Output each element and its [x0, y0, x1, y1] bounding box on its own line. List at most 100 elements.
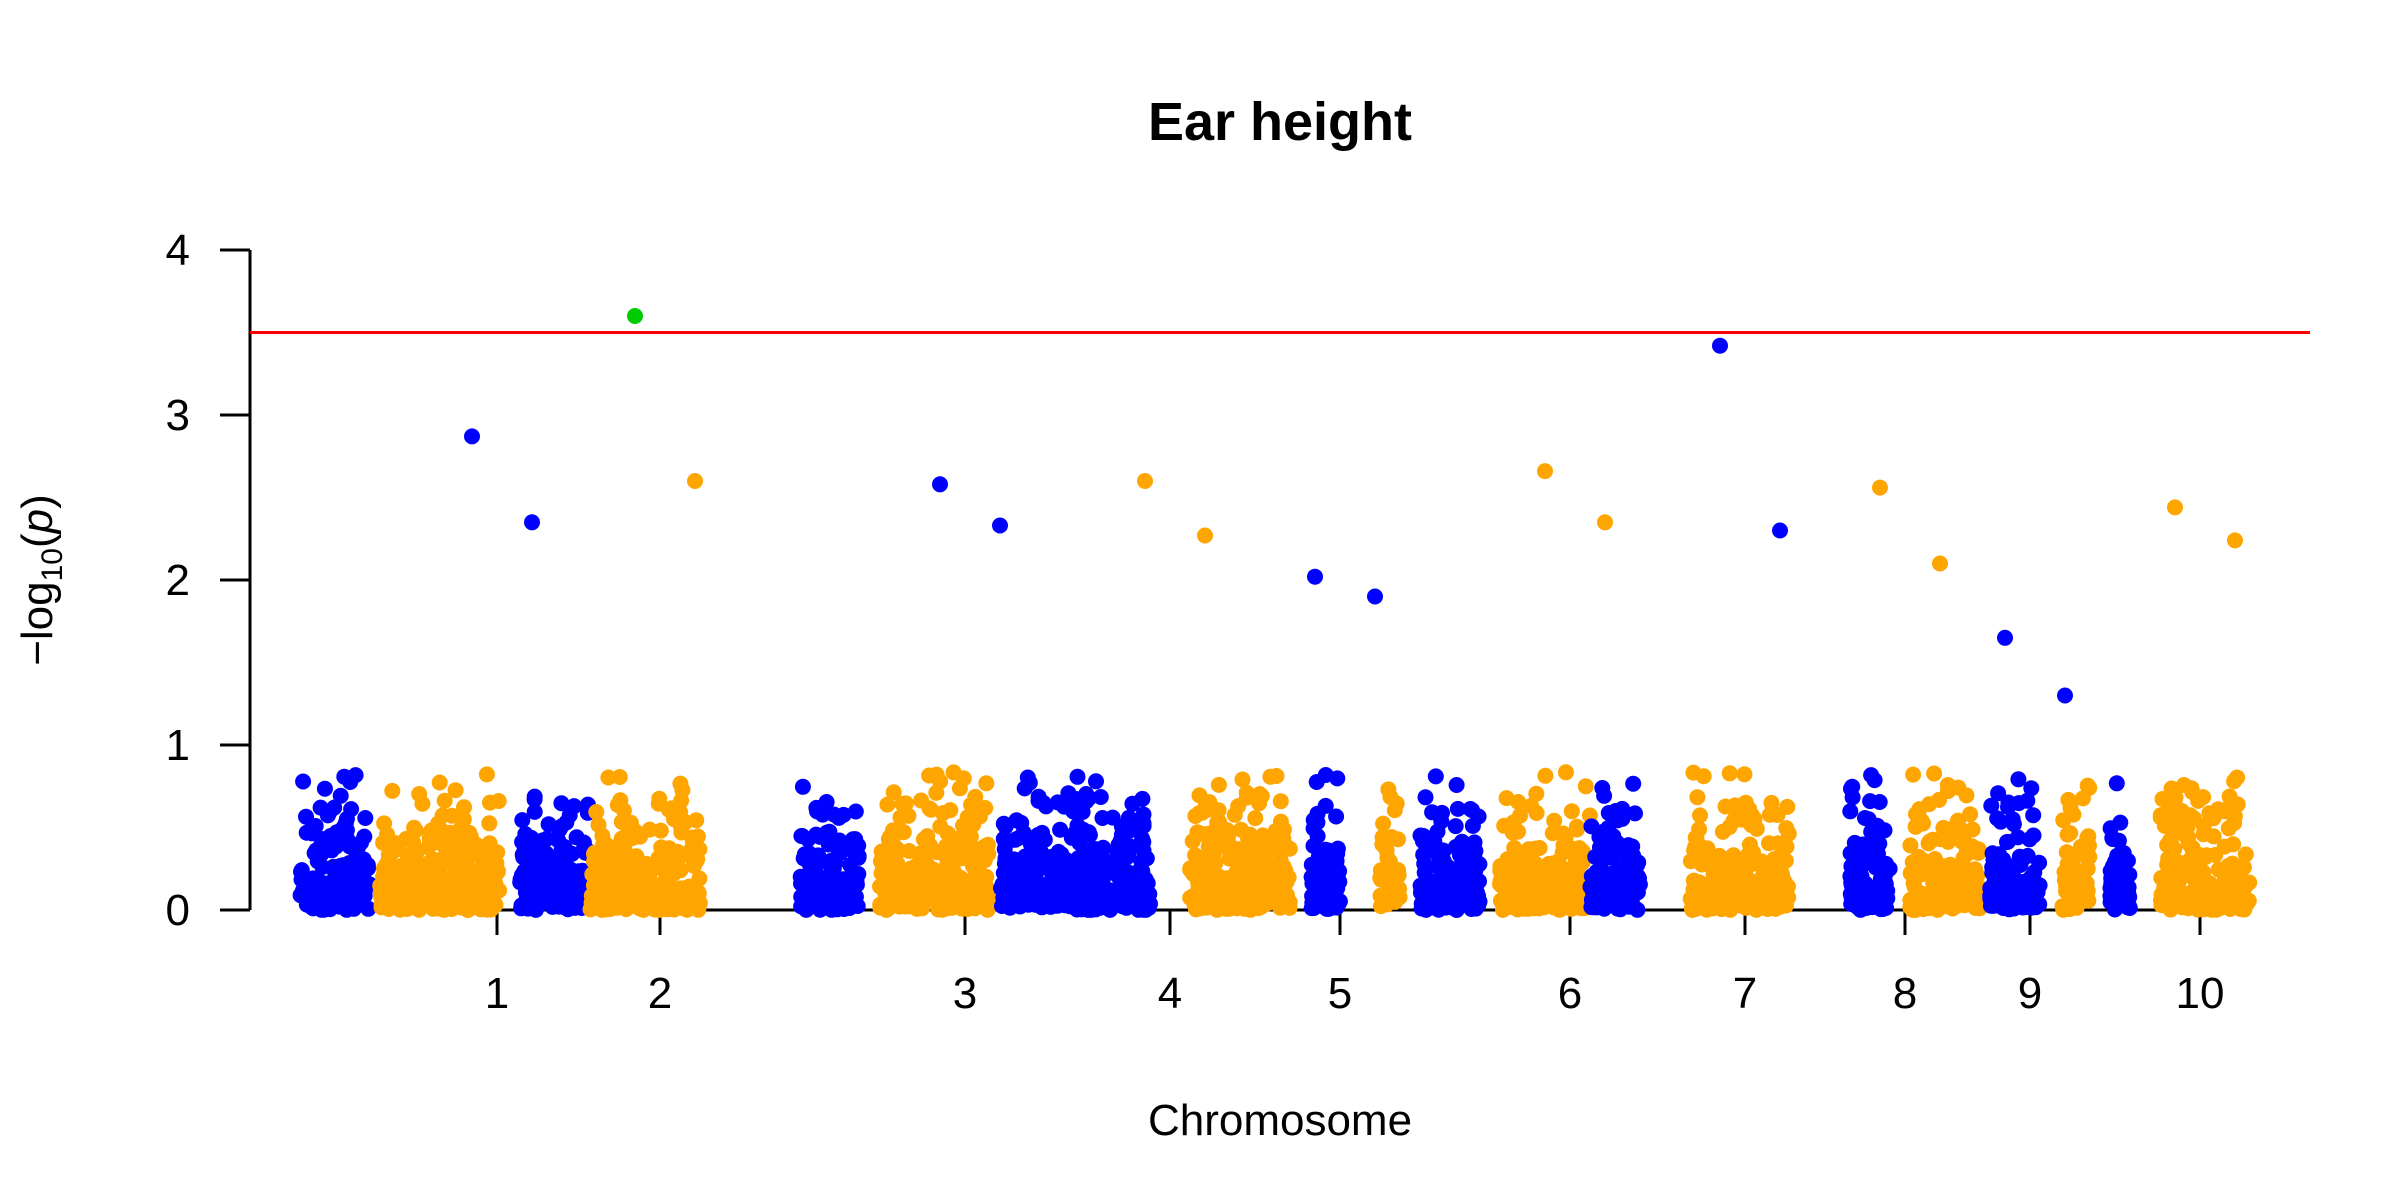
data-point — [1970, 878, 1987, 895]
data-point — [1317, 877, 1334, 894]
data-point — [1619, 841, 1636, 858]
data-point — [1728, 804, 1745, 821]
data-point — [946, 866, 963, 883]
data-point — [926, 891, 943, 908]
data-point — [1629, 901, 1646, 918]
data-point — [1907, 818, 1924, 835]
data-point — [962, 848, 979, 865]
data-point — [569, 885, 586, 902]
data-point — [1029, 849, 1046, 866]
data-point — [885, 784, 902, 801]
data-point — [1134, 833, 1151, 850]
data-point — [2222, 880, 2239, 897]
y-axis-label-prefix: −log — [13, 581, 62, 665]
data-point — [1563, 803, 1580, 820]
data-point — [2059, 826, 2076, 843]
data-point — [314, 831, 331, 848]
notable-point — [1712, 337, 1728, 354]
data-point — [1503, 817, 1520, 834]
data-point — [1253, 855, 1270, 871]
data-point — [1450, 864, 1467, 881]
data-point — [1052, 821, 1069, 838]
data-point — [1717, 873, 1734, 890]
data-point — [1768, 879, 1785, 896]
data-point — [2205, 828, 2222, 845]
data-point — [474, 893, 491, 910]
data-point — [975, 875, 992, 892]
data-point — [2081, 779, 2098, 796]
data-point — [1630, 854, 1647, 871]
y-tick-label-2: 2 — [166, 556, 190, 605]
data-point — [1593, 854, 1610, 871]
data-point — [1002, 899, 1018, 916]
data-point — [1510, 794, 1527, 810]
data-point — [1546, 812, 1563, 829]
data-point — [490, 793, 507, 809]
data-point — [1921, 796, 1938, 813]
data-point — [1499, 870, 1516, 887]
data-point — [1264, 864, 1281, 881]
data-point — [1198, 867, 1215, 884]
data-point — [1056, 798, 1073, 815]
notable-point — [932, 476, 948, 493]
data-point — [1278, 873, 1295, 890]
data-point — [523, 829, 540, 846]
data-point — [672, 775, 689, 792]
data-point — [2064, 849, 2081, 866]
data-point — [1905, 766, 1922, 783]
data-point — [1763, 794, 1780, 811]
data-point — [1438, 875, 1455, 892]
data-point — [489, 883, 506, 900]
data-point — [1471, 873, 1487, 890]
data-point — [307, 818, 324, 834]
data-point — [553, 795, 570, 812]
data-point — [1328, 808, 1345, 825]
data-point — [1586, 899, 1603, 916]
x-tick-label-2: 2 — [648, 969, 672, 1018]
data-point — [2061, 878, 2078, 894]
data-point — [342, 774, 359, 790]
data-point — [1417, 789, 1434, 806]
data-point — [1027, 896, 1044, 913]
data-point — [1780, 825, 1797, 842]
data-point — [901, 843, 918, 859]
data-point — [1989, 810, 2006, 827]
data-point — [1568, 818, 1585, 835]
data-point — [1466, 834, 1483, 851]
data-point — [1130, 892, 1147, 909]
data-point — [588, 804, 605, 820]
data-point — [440, 854, 457, 871]
data-point — [2163, 780, 2180, 797]
data-point — [1470, 888, 1487, 904]
data-point — [453, 891, 470, 908]
data-point — [1191, 787, 1208, 804]
data-point — [1699, 840, 1716, 857]
data-point — [2026, 873, 2043, 890]
data-point — [308, 893, 325, 910]
x-tick-label-3: 3 — [953, 969, 977, 1018]
data-point — [1577, 778, 1594, 795]
data-point — [398, 901, 415, 917]
data-point — [976, 852, 993, 869]
data-point — [2184, 784, 2201, 800]
data-point — [653, 860, 670, 877]
y-axis: 0 1 2 3 4 — [166, 226, 252, 935]
data-point — [959, 809, 976, 826]
data-point — [454, 849, 470, 866]
data-point — [594, 827, 611, 844]
notable-point — [1772, 522, 1788, 539]
data-point — [551, 821, 568, 838]
data-point — [1950, 820, 1967, 837]
data-point — [1929, 901, 1946, 918]
data-point — [1742, 874, 1759, 891]
data-point — [1238, 784, 1255, 801]
data-point — [612, 792, 629, 809]
data-point — [1557, 830, 1574, 847]
data-point — [1062, 898, 1079, 915]
data-point — [678, 880, 695, 896]
data-point — [1704, 900, 1721, 917]
data-point — [2227, 796, 2244, 813]
data-point — [1133, 877, 1150, 894]
data-point — [2185, 845, 2202, 862]
